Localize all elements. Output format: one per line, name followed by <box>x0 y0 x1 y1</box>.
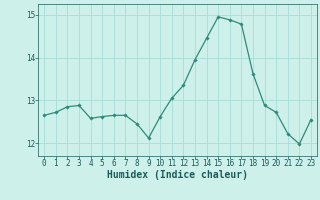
X-axis label: Humidex (Indice chaleur): Humidex (Indice chaleur) <box>107 170 248 180</box>
